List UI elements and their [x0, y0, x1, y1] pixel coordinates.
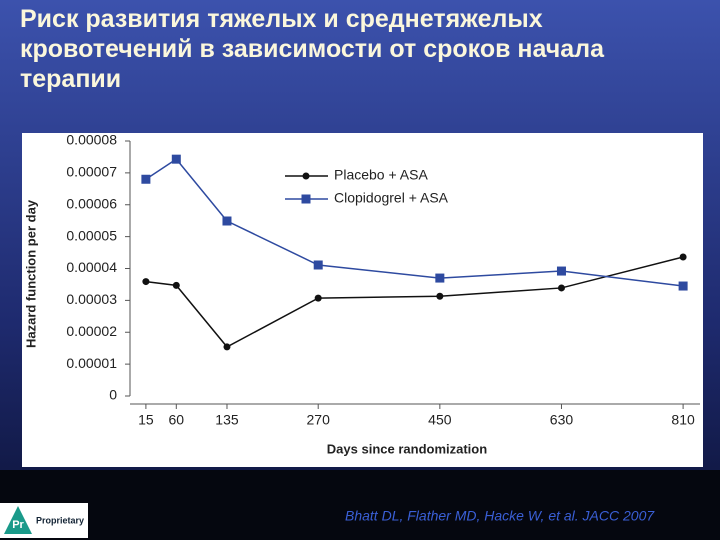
legend-label: Placebo + ASA [334, 167, 428, 183]
x-tick-label: 15 [138, 412, 154, 428]
legend-marker [301, 194, 311, 204]
data-point [171, 154, 181, 164]
y-axis-label: Hazard function per day [23, 199, 38, 348]
legend-label: Clopidogrel + ASA [334, 190, 449, 206]
y-tick-label: 0.00008 [66, 132, 117, 148]
logo-text: Proprietary [36, 515, 84, 525]
x-tick-label: 450 [428, 412, 452, 428]
legend-marker [302, 172, 310, 180]
data-point [314, 294, 322, 302]
x-tick-label: 270 [307, 412, 331, 428]
logo-icon [4, 506, 32, 534]
data-point [435, 273, 445, 283]
data-point [556, 266, 566, 276]
y-tick-label: 0 [109, 387, 117, 403]
x-tick-label: 60 [169, 412, 185, 428]
y-tick-label: 0.00006 [66, 195, 117, 211]
x-tick-label: 630 [550, 412, 574, 428]
plot-panel [22, 133, 703, 467]
y-tick-label: 0.00003 [66, 291, 117, 307]
data-point [678, 281, 688, 291]
x-tick-label: 135 [215, 412, 239, 428]
data-point [142, 278, 150, 286]
x-tick-label: 810 [671, 412, 695, 428]
data-point [436, 292, 444, 300]
y-tick-label: 0.00002 [66, 323, 117, 339]
citation: Bhatt DL, Flather MD, Hacke W, et al. JA… [345, 508, 655, 524]
y-tick-label: 0.00004 [66, 259, 117, 275]
data-point [172, 281, 180, 289]
x-axis-label: Days since randomization [327, 441, 487, 456]
data-point [313, 260, 323, 270]
y-tick-label: 0.00007 [66, 164, 117, 180]
data-point [141, 174, 151, 184]
data-point [222, 216, 232, 226]
slide-title: Риск развития тяжелых и среднетяжелых кр… [20, 5, 604, 93]
footer-band [0, 470, 720, 540]
data-point [557, 284, 565, 292]
y-tick-label: 0.00001 [66, 355, 117, 371]
data-point [679, 253, 687, 261]
logo-mark: Pr [12, 519, 24, 531]
y-tick-label: 0.00005 [66, 227, 117, 243]
data-point [223, 343, 231, 351]
